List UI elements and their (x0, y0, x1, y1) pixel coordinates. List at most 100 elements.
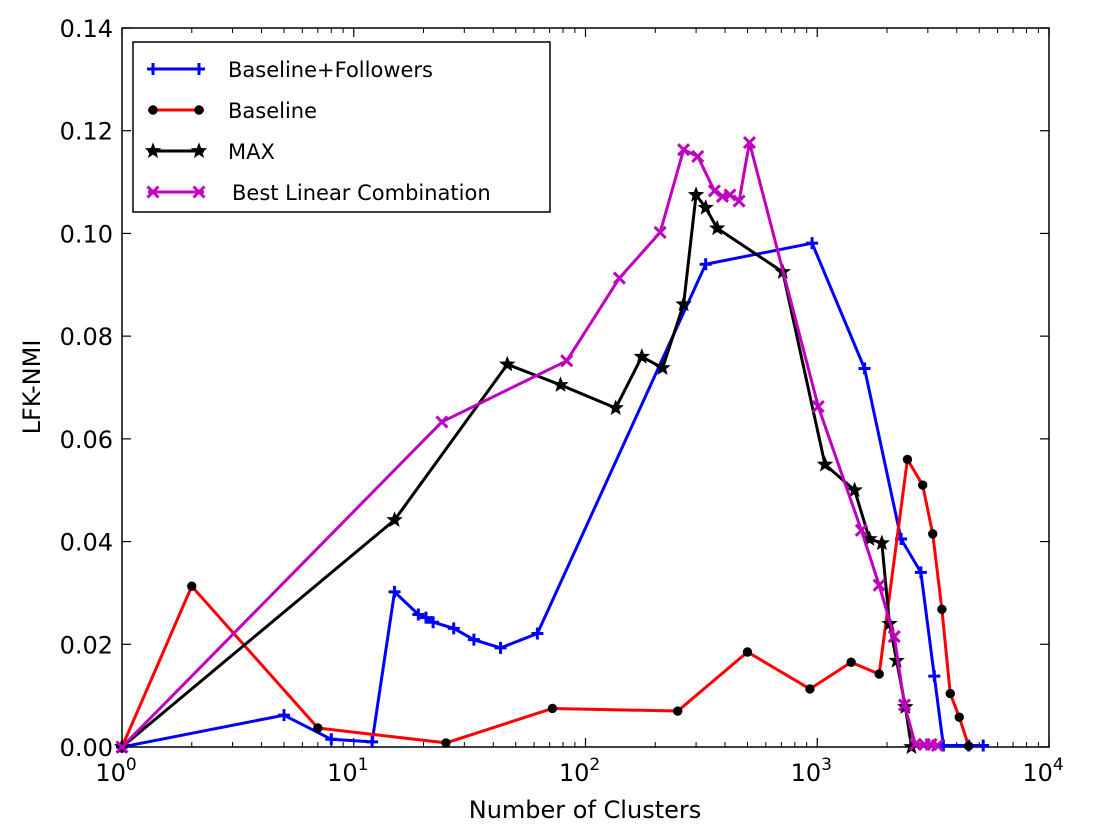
data-point (902, 454, 913, 465)
data-point (687, 186, 705, 202)
data-point (499, 355, 516, 372)
legend-item-baseline-followers: Baseline+Followers (147, 58, 433, 82)
data-point (531, 627, 544, 640)
legend-item-best-linear-combination: Best Linear Combination (146, 181, 491, 205)
data-point (874, 669, 884, 679)
data-point (277, 709, 290, 722)
data-point (917, 480, 928, 490)
data-point (872, 578, 886, 592)
legend: Baseline+Followers Baseline MAX Best Linear… (132, 41, 551, 213)
data-point (723, 188, 737, 202)
data-point (147, 63, 159, 75)
data-point (146, 185, 160, 199)
data-point (653, 225, 667, 239)
data-point (707, 184, 721, 198)
data-point (313, 723, 323, 733)
data-point (708, 219, 726, 236)
data-point (846, 657, 856, 667)
y-tick-label: 0.04 (60, 529, 113, 557)
series-line (120, 457, 971, 748)
series-baseline-followers (116, 237, 990, 753)
data-point (742, 135, 757, 150)
y-tick-label: 0.08 (60, 323, 113, 351)
data-point (447, 622, 460, 635)
data-point (873, 534, 891, 551)
data-point (412, 608, 425, 621)
data-point (811, 399, 825, 414)
legend-label: Baseline+Followers (228, 58, 433, 82)
data-point (930, 738, 944, 753)
legend-label: Best Linear Combination (232, 181, 491, 205)
data-point (419, 611, 432, 624)
data-point (192, 185, 206, 199)
x-tick-label: 104 (1022, 755, 1063, 787)
data-point (552, 376, 569, 392)
data-point (148, 105, 158, 115)
legend-item-baseline: Baseline (148, 99, 317, 123)
x-tick-label: 103 (791, 755, 832, 787)
data-point (673, 706, 683, 716)
series-layer (113, 135, 990, 754)
x-tick-label: 100 (95, 755, 136, 787)
data-point (388, 585, 401, 598)
series-best-linear-combination (115, 135, 944, 754)
data-point (805, 684, 815, 694)
data-point (366, 735, 379, 748)
data-point (612, 271, 626, 285)
y-tick-label: 0.14 (60, 15, 113, 43)
y-tick-label: 0.12 (60, 118, 113, 146)
legend-label: MAX (228, 140, 275, 164)
data-point (928, 529, 938, 539)
data-point (441, 738, 451, 748)
data-point (193, 63, 205, 75)
data-point (732, 194, 746, 208)
data-point (858, 362, 871, 375)
data-point (897, 698, 912, 712)
series-line (121, 241, 984, 749)
data-point (742, 647, 753, 657)
data-point (654, 359, 671, 375)
data-point (677, 143, 691, 157)
data-point (954, 712, 964, 722)
data-point (928, 670, 941, 683)
data-point (633, 348, 651, 364)
data-point (806, 237, 819, 250)
data-point (945, 688, 955, 699)
data-point (467, 633, 480, 646)
data-point (914, 566, 927, 579)
legend-label: Baseline (228, 99, 317, 123)
data-point (854, 523, 868, 537)
y-tick-label: 0.10 (60, 220, 113, 248)
data-point (963, 741, 974, 751)
data-point (697, 199, 714, 215)
data-point (937, 604, 947, 615)
data-point (607, 399, 624, 416)
data-point (115, 740, 129, 754)
series-line (120, 141, 938, 749)
data-point (194, 105, 204, 115)
data-point (675, 295, 692, 312)
y-tick-label: 0.02 (60, 631, 113, 659)
data-point (846, 481, 863, 498)
data-point (144, 142, 162, 158)
x-tick-label: 101 (327, 755, 368, 787)
data-point (691, 149, 705, 163)
series-baseline (117, 454, 974, 752)
data-point (187, 581, 197, 591)
data-point (386, 511, 403, 527)
y-tick-label: 0.06 (60, 426, 113, 454)
legend-item-max: MAX (144, 140, 275, 164)
data-point (435, 415, 449, 429)
data-point (547, 703, 558, 714)
data-point (887, 630, 901, 644)
data-point (977, 739, 990, 752)
x-tick-label: 102 (559, 755, 600, 787)
ticks: 100 101 102 103 104 0.00 0.02 0.04 0.06 0.08 0.10 0… (60, 15, 1064, 787)
data-point (427, 616, 440, 629)
data-point (494, 641, 507, 654)
series-max (113, 186, 920, 754)
x-axis-label: Number of Clusters (469, 796, 702, 824)
y-tick-label: 0.00 (60, 734, 113, 762)
data-point (560, 354, 574, 368)
